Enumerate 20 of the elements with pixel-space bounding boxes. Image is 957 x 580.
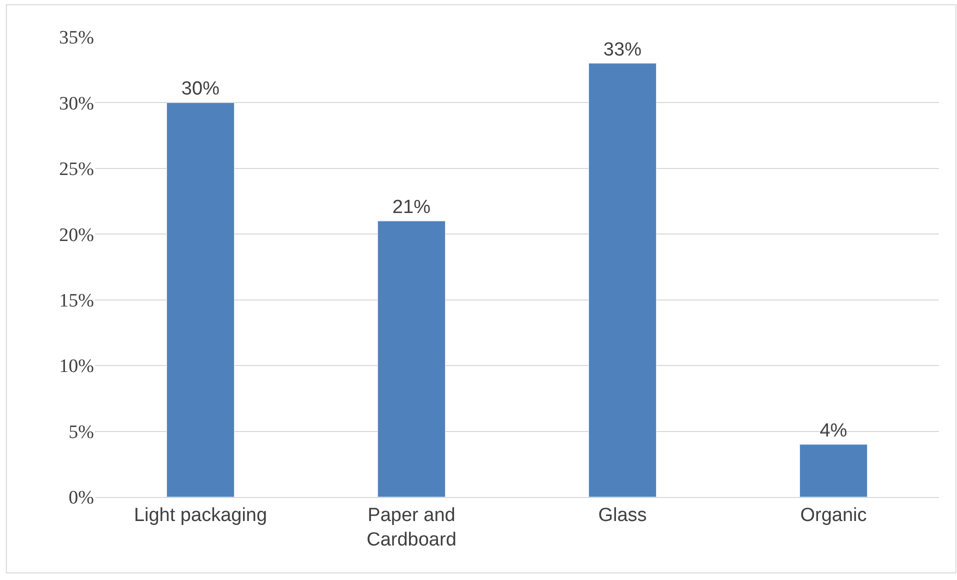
data-label: 30% bbox=[181, 78, 220, 100]
y-tick-label: 0% bbox=[68, 488, 94, 509]
y-tick-label: 5% bbox=[68, 422, 94, 443]
x-tick-label: Organic bbox=[800, 504, 867, 526]
y-tick-label: 25% bbox=[59, 159, 94, 180]
data-label: 33% bbox=[603, 39, 642, 60]
y-tick-label: 20% bbox=[59, 224, 94, 246]
y-tick-label: 15% bbox=[59, 290, 94, 312]
x-tick-label: Glass bbox=[598, 504, 647, 526]
data-label: 4% bbox=[820, 420, 848, 442]
bar bbox=[588, 63, 657, 497]
bar bbox=[377, 220, 446, 497]
x-tick-label: Light packaging bbox=[134, 504, 268, 526]
y-tick-label: 30% bbox=[59, 93, 94, 114]
data-label: 21% bbox=[392, 197, 431, 218]
y-tick-label: 10% bbox=[59, 356, 94, 378]
y-tick-label: 35% bbox=[59, 28, 94, 49]
x-tick-label: Paper and Cardboard bbox=[366, 504, 456, 550]
bar bbox=[799, 444, 868, 497]
bar bbox=[166, 102, 235, 497]
